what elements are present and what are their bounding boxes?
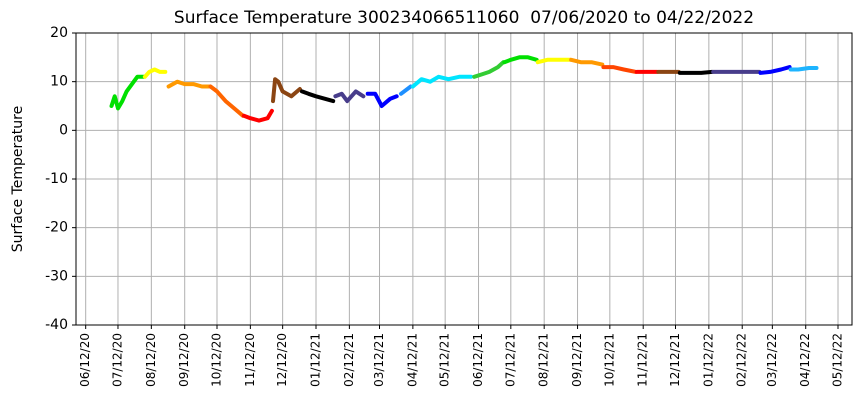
x-tick-label: 08/12/21 [537,333,551,387]
x-tick-label: 05/12/21 [438,333,452,387]
series-line [410,74,473,89]
y-tick-label: 10 [50,74,68,90]
series-line [271,77,302,104]
series-line [399,84,413,96]
series-line [788,66,819,72]
y-tick-label: -10 [45,171,68,187]
series-line [241,108,274,123]
series-line [535,57,572,65]
x-tick-label: 05/12/22 [831,333,845,387]
x-tick-label: 10/12/21 [602,333,616,387]
plot-frame [75,32,853,326]
x-tick-label: 02/12/21 [342,333,356,387]
series-line [677,69,715,75]
series-line [142,67,168,79]
y-tick-label: -40 [45,317,68,333]
series-line [300,89,336,104]
series-line [166,79,212,89]
x-tick-label: 01/12/21 [309,333,323,387]
x-tick-label: 04/12/22 [798,333,812,387]
x-tick-label: 10/12/20 [209,333,223,387]
x-tick-label: 07/12/21 [503,333,517,387]
x-tick-label: 09/12/20 [177,333,191,387]
x-tick-label: 11/12/20 [243,333,257,387]
series-line [365,91,399,108]
x-tick-label: 12/12/20 [275,333,289,387]
series-line [333,89,366,104]
series-line [109,74,146,111]
x-tick-label: 11/12/21 [636,333,650,387]
y-tick-label: 20 [50,25,68,41]
x-tick-label: 04/12/21 [405,333,419,387]
x-tick-label: 02/12/22 [735,333,749,387]
x-tick-label: 03/12/22 [765,333,779,387]
x-tick-label: 06/12/20 [78,333,92,387]
x-tick-label: 09/12/21 [570,333,584,387]
x-tick-label: 01/12/22 [701,333,715,387]
x-tick-label: 12/12/21 [668,333,682,387]
x-tick-label: 08/12/20 [144,333,158,387]
x-tick-label: 06/12/21 [471,333,485,387]
series-line [208,84,245,118]
y-tick-label: 0 [59,122,68,138]
y-tick-label: -30 [45,268,68,284]
series-line [472,60,506,79]
y-tick-label: -20 [45,220,68,236]
series-line [569,57,605,67]
x-tick-label: 07/12/20 [110,333,124,387]
series-line [758,65,792,75]
chart-title: Surface Temperature 300234066511060 07/0… [174,8,754,28]
series-line [502,55,539,65]
x-tick-label: 03/12/21 [372,333,386,387]
y-axis-label: Surface Temperature [10,106,26,252]
series-line [601,65,638,74]
